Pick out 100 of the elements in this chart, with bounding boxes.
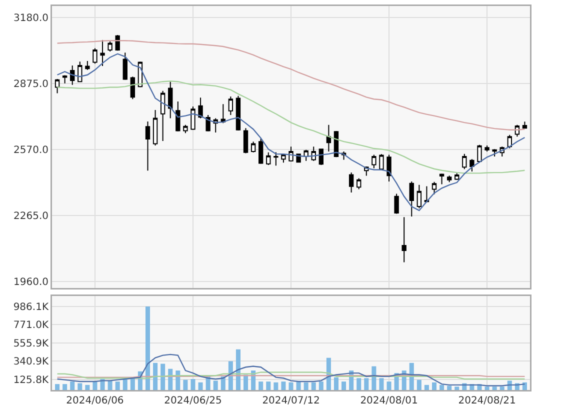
bar (160, 364, 166, 390)
bar (304, 382, 308, 390)
bar (266, 382, 271, 390)
candlestick (85, 60, 90, 70)
candlestick (462, 153, 467, 170)
bar (198, 382, 203, 390)
candlestick (190, 106, 196, 130)
candlestick (439, 173, 444, 185)
bar (447, 386, 452, 390)
bar (70, 382, 75, 390)
candlestick (454, 172, 460, 180)
candlestick (446, 175, 452, 183)
candlestick (326, 124, 332, 152)
candlestick (386, 154, 392, 182)
candlestick (266, 152, 271, 166)
candlestick (379, 154, 384, 170)
x-tick-label: 2024/07/12 (262, 396, 320, 406)
bar (85, 384, 90, 390)
candlestick (92, 48, 98, 64)
candlestick (62, 74, 68, 84)
candlestick (484, 144, 490, 152)
bar (244, 374, 248, 390)
y-tick-label: 1960.0 (14, 277, 48, 288)
bar (372, 366, 376, 390)
candlestick (78, 61, 82, 82)
candlestick (176, 101, 180, 132)
bar (424, 384, 429, 390)
bar (190, 378, 196, 390)
candlestick (492, 148, 497, 158)
candlestick (236, 95, 241, 132)
bar (379, 378, 384, 390)
line-series (56, 372, 526, 380)
candlestick (348, 172, 354, 193)
bar (281, 382, 286, 390)
candlestick (402, 216, 406, 263)
line-series (56, 53, 526, 212)
bar (311, 382, 316, 390)
candlestick (198, 97, 203, 119)
candlestick (274, 152, 278, 166)
candlestick (432, 181, 437, 195)
candlestick (100, 40, 105, 66)
y-tick-label: 2265.0 (14, 210, 48, 222)
bar (92, 382, 98, 390)
bar (130, 378, 135, 390)
y-tick-label: 986.1K (13, 302, 49, 313)
bar (334, 377, 338, 390)
candlestick (206, 114, 210, 132)
bar (500, 386, 504, 390)
candlestick (160, 90, 166, 142)
bar (356, 378, 362, 390)
bar (492, 386, 497, 390)
bar (440, 384, 444, 390)
bar (55, 384, 60, 390)
line-series (56, 80, 526, 174)
candlestick (168, 81, 173, 119)
candlestick (304, 149, 308, 162)
candlestick (54, 78, 60, 94)
line-series (56, 354, 526, 386)
x-tick-label: 2024/06/06 (66, 396, 124, 406)
bar (364, 378, 369, 390)
candlestick (108, 41, 112, 52)
bar (318, 382, 324, 390)
bar (115, 382, 120, 390)
candlestick (522, 121, 528, 129)
bar (274, 382, 278, 390)
bar (62, 384, 68, 390)
y-tick-label: 2570.0 (14, 144, 48, 156)
y-tick-label: 771.0K (13, 320, 49, 332)
line-series (56, 40, 526, 130)
bar (416, 380, 422, 390)
bar (122, 378, 128, 390)
candlestick (477, 144, 482, 164)
bar (153, 362, 158, 390)
y-tick-label: 3180.0 (14, 12, 48, 24)
bar (296, 382, 301, 390)
bar (386, 382, 392, 390)
candlestick (258, 138, 264, 164)
candlestick (409, 180, 414, 218)
bar (432, 382, 437, 390)
candlestick (372, 154, 376, 169)
bar (258, 382, 264, 390)
y-tick-label: 125.8K (13, 374, 49, 386)
candlestick (281, 153, 286, 164)
candlestick (470, 158, 474, 172)
bar (78, 383, 82, 390)
y-tick-label: 555.9K (13, 338, 49, 350)
bar (288, 382, 294, 390)
candlestick (70, 65, 75, 86)
x-tick-label: 2024/08/21 (458, 396, 516, 406)
candlestick (243, 128, 248, 154)
candlestick (183, 124, 188, 134)
candlestick (145, 120, 150, 172)
bar (342, 382, 346, 390)
candlestick (122, 52, 128, 80)
bar (213, 380, 218, 390)
y-tick-label: 340.9K (13, 356, 49, 368)
bar (145, 306, 150, 390)
bar (454, 386, 460, 390)
bar (108, 380, 112, 390)
candlestick (424, 186, 430, 202)
